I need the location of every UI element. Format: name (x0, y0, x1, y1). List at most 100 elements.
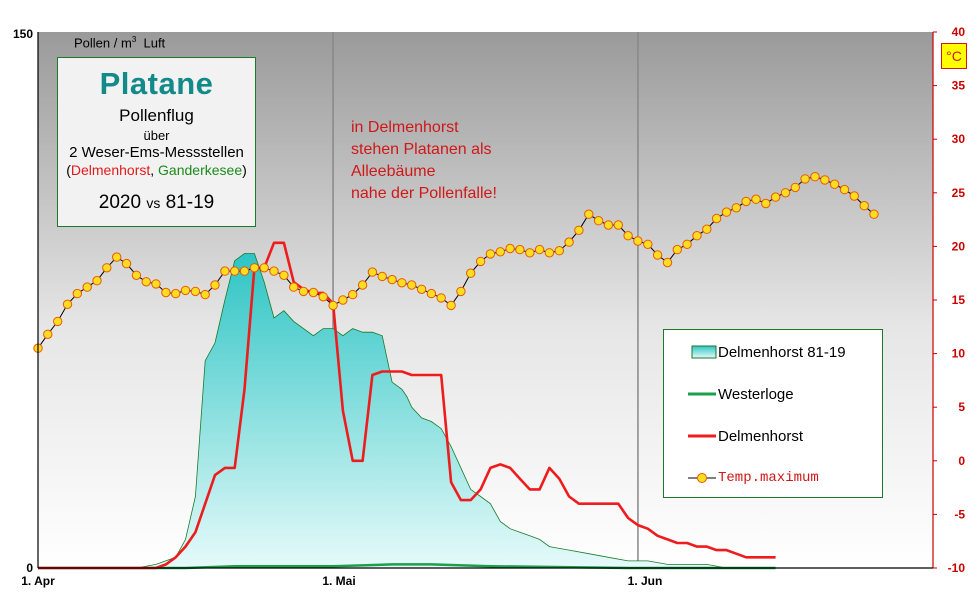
y-left-tick-0: 0 (26, 561, 33, 575)
legend-item-temp-maximum: Temp.maximum (664, 468, 882, 488)
unit-label-suffix: Luft (136, 35, 166, 51)
temp-point-57 (593, 216, 604, 226)
info-cities: (Delmenhorst, Ganderkesee) (58, 162, 255, 178)
temp-point-85 (869, 209, 879, 219)
unit-label-sup: 3 (131, 35, 137, 44)
temp-point-43 (456, 286, 466, 297)
x-ticks: 1. Apr 1. Mai 1. Jun (21, 574, 662, 588)
info-station1: Delmenhorst (70, 162, 151, 178)
temp-point-53 (554, 246, 564, 256)
y-right-tick-4: 10 (952, 347, 966, 361)
temp-point-6 (92, 276, 102, 286)
temp-point-32 (348, 289, 358, 300)
temp-point-21 (239, 266, 250, 276)
temp-point-18 (210, 280, 220, 290)
temp-point-40 (426, 288, 437, 299)
temp-point-76 (780, 188, 791, 198)
info-open-paren: ( (66, 162, 71, 178)
temp-point-31 (338, 295, 348, 305)
y-right-tick-8: 30 (952, 132, 966, 146)
temp-point-19 (220, 266, 230, 276)
info-year: 2020 (98, 192, 142, 213)
temp-point-42 (446, 300, 456, 311)
info-over: über (143, 128, 170, 143)
y-right-tick-5: 15 (952, 293, 966, 307)
info-station2: Ganderkesee (158, 162, 243, 178)
temp-point-66 (682, 239, 692, 250)
y-left-tick-150: 150 (13, 27, 33, 41)
temp-point-14 (171, 288, 181, 299)
temp-point-2 (53, 316, 63, 327)
info-stations: 2 Weser-Ems-Messstellen (69, 144, 244, 161)
temp-point-63 (652, 250, 663, 260)
info-box: Platane Pollenflug über 2 Weser-Ems-Mess… (57, 57, 256, 227)
temp-point-82 (839, 184, 850, 195)
info-close-paren: ) (242, 162, 247, 178)
note-line-2: stehen Platanen als (351, 141, 492, 158)
temp-point-78 (800, 174, 810, 184)
temp-point-74 (761, 198, 771, 209)
temp-point-55 (574, 225, 584, 236)
temp-point-52 (544, 248, 555, 258)
temp-point-20 (230, 266, 240, 276)
temp-point-22 (249, 263, 260, 273)
legend: Delmenhorst 81-19 Westerloge Delmenhorst… (663, 329, 883, 498)
y-right-tick-10: 40 (952, 25, 966, 39)
temp-point-11 (141, 277, 151, 287)
temp-point-16 (190, 286, 201, 297)
temp-point-69 (711, 213, 722, 224)
temp-point-38 (407, 280, 417, 290)
temp-point-72 (741, 196, 751, 207)
temp-point-62 (643, 239, 653, 250)
legend-label-temp: Temp.maximum (718, 470, 819, 486)
temp-point-1 (43, 329, 53, 339)
temp-point-48 (505, 243, 515, 254)
temp-point-71 (731, 203, 741, 213)
temp-point-77 (790, 182, 800, 193)
temp-point-54 (564, 237, 574, 247)
temp-point-80 (820, 175, 830, 185)
legend-swatch-westerloge (688, 392, 716, 396)
temp-point-23 (259, 263, 269, 273)
temp-point-7 (102, 263, 112, 273)
temp-point-67 (692, 231, 702, 241)
temp-point-26 (289, 282, 299, 292)
temp-point-83 (849, 191, 859, 201)
series-delmenhorst-line (38, 241, 776, 570)
temp-point-13 (161, 287, 171, 298)
y-right-tick-7: 25 (952, 186, 966, 200)
temp-point-35 (377, 271, 387, 282)
legend-swatch-temp (688, 473, 716, 483)
y-right-tick-1: -5 (954, 507, 965, 521)
temp-unit-badge: °C (941, 43, 967, 69)
temp-point-12 (151, 279, 161, 289)
annotation-note: in Delmenhorst stehen Platanen als Allee… (351, 117, 497, 205)
legend-label-delmenhorst: Delmenhorst (718, 428, 804, 445)
temp-point-46 (485, 249, 496, 259)
temp-point-70 (721, 207, 732, 217)
temp-point-50 (525, 248, 535, 258)
y-right-tick-9: 35 (952, 79, 966, 93)
series-layer (33, 172, 879, 570)
legend-swatch-delmenhorst (688, 434, 716, 438)
temp-point-9 (121, 258, 132, 269)
legend-label-westerloge: Westerloge (718, 386, 794, 403)
temp-point-5 (82, 282, 92, 292)
info-title: Platane (99, 66, 214, 101)
temp-point-29 (318, 292, 328, 302)
temp-point-25 (279, 270, 289, 280)
x-tick-jun: 1. Jun (628, 574, 663, 588)
temp-point-33 (357, 280, 368, 290)
note-line-1: in Delmenhorst (351, 119, 459, 136)
temp-point-59 (613, 220, 623, 230)
legend-item-delmenhorst: Delmenhorst (664, 426, 882, 446)
info-vs: vs (146, 195, 161, 211)
x-tick-mai: 1. Mai (322, 574, 355, 588)
temp-point-56 (584, 209, 594, 219)
y-right-tick-2: 0 (958, 454, 965, 468)
info-reference: 81-19 (165, 192, 215, 213)
temp-point-65 (672, 244, 682, 255)
temp-point-47 (495, 247, 505, 257)
temp-point-84 (859, 201, 869, 211)
